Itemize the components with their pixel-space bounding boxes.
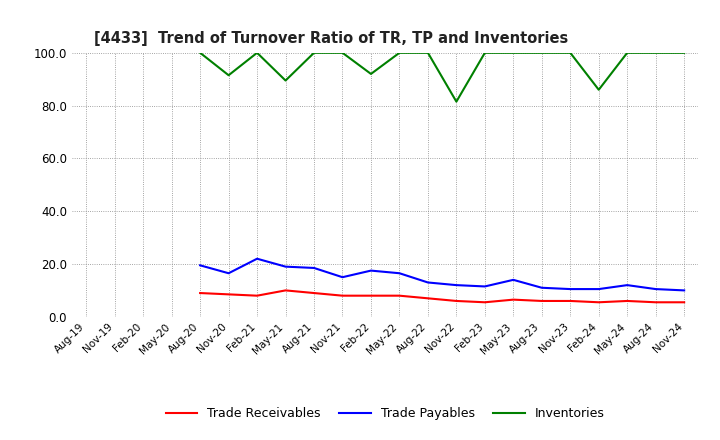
Trade Payables	[253, 256, 261, 261]
Inventories	[366, 71, 375, 77]
Inventories	[225, 73, 233, 78]
Inventories	[423, 50, 432, 55]
Trade Payables	[310, 265, 318, 271]
Trade Receivables	[253, 293, 261, 298]
Trade Payables	[680, 288, 688, 293]
Trade Receivables	[366, 293, 375, 298]
Inventories	[595, 87, 603, 92]
Inventories	[652, 50, 660, 55]
Trade Payables	[480, 284, 489, 289]
Line: Trade Receivables: Trade Receivables	[200, 290, 684, 302]
Trade Receivables	[225, 292, 233, 297]
Trade Payables	[537, 285, 546, 290]
Trade Receivables	[480, 300, 489, 305]
Inventories	[623, 50, 631, 55]
Inventories	[282, 78, 290, 83]
Inventories	[310, 50, 318, 55]
Inventories	[566, 50, 575, 55]
Trade Receivables	[338, 293, 347, 298]
Trade Receivables	[282, 288, 290, 293]
Trade Payables	[595, 286, 603, 292]
Trade Payables	[452, 282, 461, 288]
Inventories	[680, 50, 688, 55]
Trade Payables	[509, 277, 518, 282]
Inventories	[480, 50, 489, 55]
Trade Payables	[282, 264, 290, 269]
Inventories	[395, 50, 404, 55]
Trade Receivables	[310, 290, 318, 296]
Trade Receivables	[452, 298, 461, 304]
Legend: Trade Receivables, Trade Payables, Inventories: Trade Receivables, Trade Payables, Inven…	[161, 402, 610, 425]
Inventories	[338, 50, 347, 55]
Trade Payables	[395, 271, 404, 276]
Trade Payables	[423, 280, 432, 285]
Trade Payables	[366, 268, 375, 273]
Trade Payables	[196, 263, 204, 268]
Text: [4433]  Trend of Turnover Ratio of TR, TP and Inventories: [4433] Trend of Turnover Ratio of TR, TP…	[94, 31, 568, 46]
Inventories	[196, 50, 204, 55]
Trade Payables	[225, 271, 233, 276]
Trade Receivables	[509, 297, 518, 302]
Trade Receivables	[537, 298, 546, 304]
Inventories	[509, 50, 518, 55]
Line: Trade Payables: Trade Payables	[200, 259, 684, 290]
Trade Receivables	[395, 293, 404, 298]
Trade Payables	[623, 282, 631, 288]
Trade Receivables	[566, 298, 575, 304]
Line: Inventories: Inventories	[200, 53, 684, 102]
Trade Receivables	[680, 300, 688, 305]
Trade Receivables	[423, 296, 432, 301]
Trade Receivables	[595, 300, 603, 305]
Trade Receivables	[623, 298, 631, 304]
Trade Payables	[566, 286, 575, 292]
Inventories	[253, 50, 261, 55]
Inventories	[537, 50, 546, 55]
Trade Receivables	[652, 300, 660, 305]
Trade Payables	[338, 275, 347, 280]
Trade Receivables	[196, 290, 204, 296]
Inventories	[452, 99, 461, 104]
Trade Payables	[652, 286, 660, 292]
